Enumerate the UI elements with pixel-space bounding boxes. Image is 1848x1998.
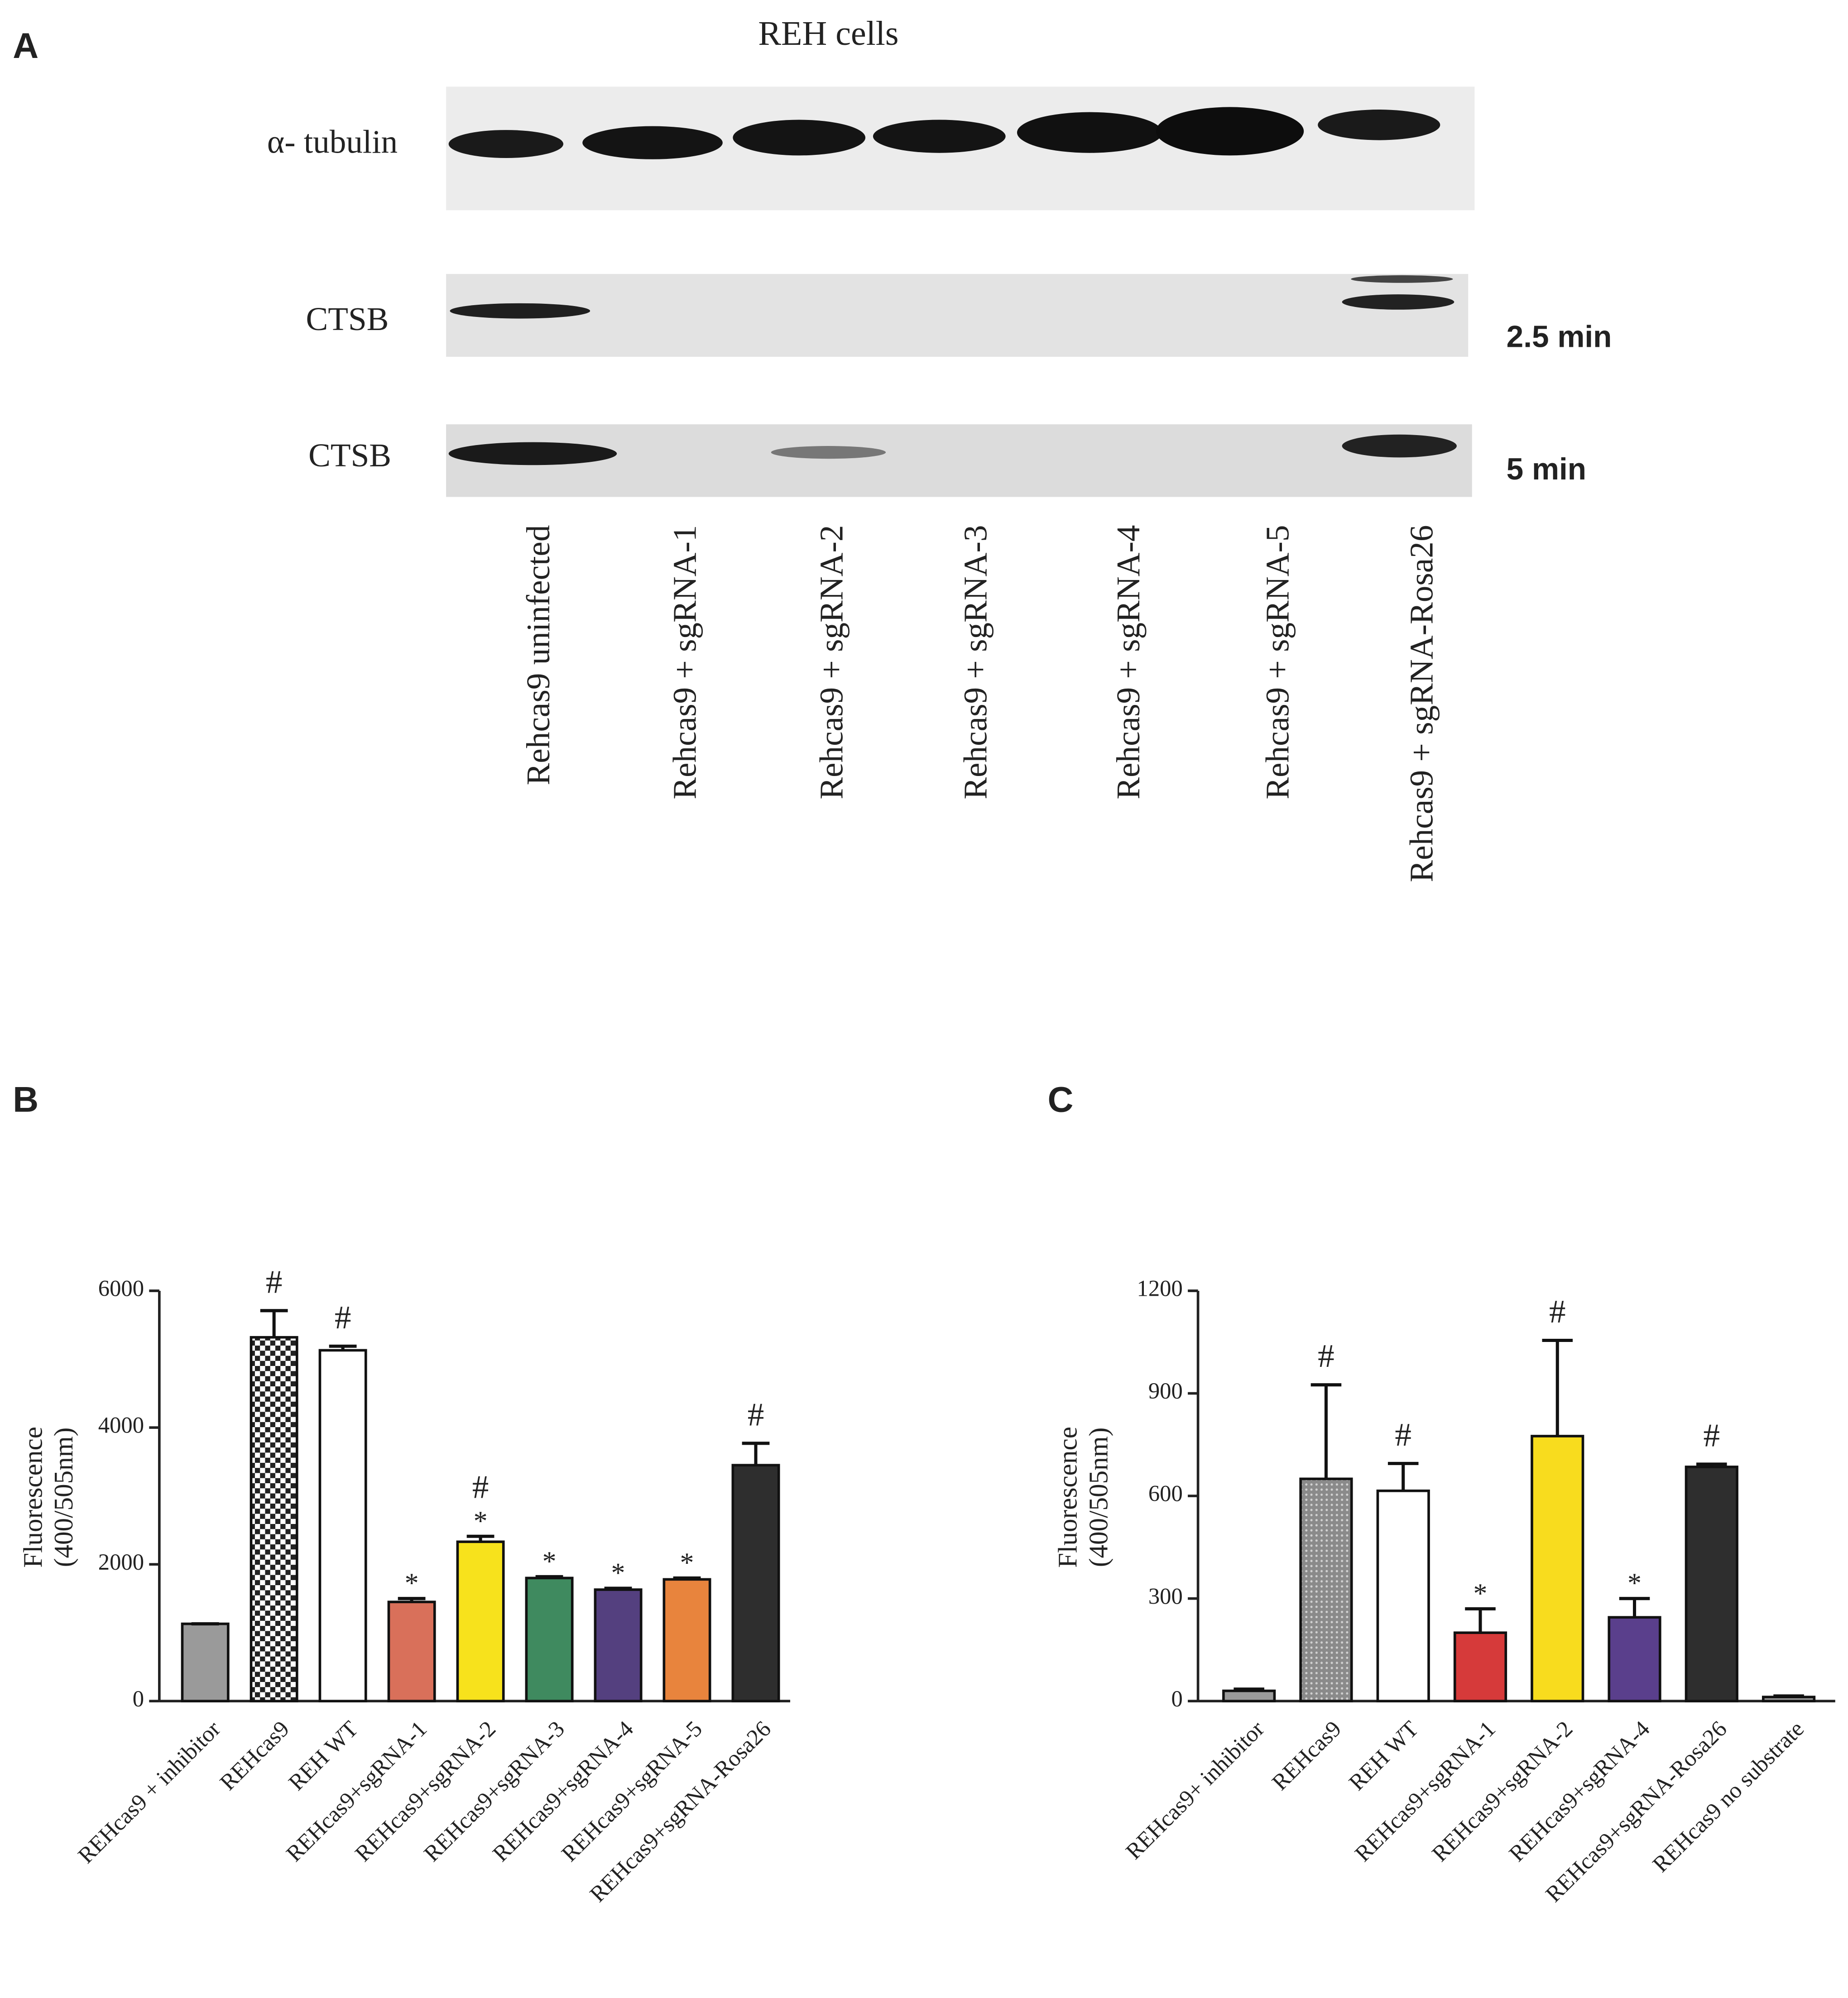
y-tick-label: 0: [1171, 1686, 1182, 1711]
error-bar: [260, 1309, 288, 1337]
bar: [318, 1349, 367, 1703]
lane-label: Rehcas9 + sgRNA-4: [1110, 525, 1147, 800]
error-bar: [1619, 1597, 1650, 1618]
significance-marker: #: [748, 1396, 764, 1433]
x-tick-label: REHcas9+sgRNA-1: [1350, 1716, 1500, 1866]
significance-marker: *: [474, 1505, 488, 1536]
y-tick-label: 900: [1148, 1378, 1183, 1404]
bar: [1762, 1696, 1816, 1703]
panel-label: C: [1047, 1079, 1073, 1119]
x-tick-label: REHcas9 no substrate: [1647, 1716, 1809, 1877]
error-bar: [466, 1534, 494, 1542]
x-tick-label: REHcas9+ inhibitor: [1121, 1716, 1269, 1864]
significance-marker: #: [1549, 1293, 1566, 1330]
bar: [1608, 1616, 1661, 1703]
bar: [594, 1588, 643, 1703]
row-label: CTSB: [306, 301, 389, 337]
error-bar: [1696, 1462, 1727, 1467]
significance-marker: *: [611, 1557, 625, 1588]
error-bar: [1387, 1461, 1419, 1491]
error-bar: [535, 1575, 563, 1578]
error-bar: [398, 1597, 426, 1602]
exposure-label: 5 min: [1507, 452, 1586, 486]
significance-marker: #: [1395, 1416, 1411, 1453]
x-tick-label: REHcas9+sgRNA-4: [1504, 1716, 1654, 1866]
exposure-label: 2.5 min: [1507, 320, 1612, 354]
bar: [387, 1600, 436, 1703]
error-bar: [329, 1344, 357, 1351]
bar: [1376, 1489, 1430, 1703]
x-tick-label: REHcas9: [1267, 1716, 1346, 1795]
row-label: CTSB: [308, 437, 391, 474]
bar: [731, 1464, 780, 1703]
error-bar: [1234, 1687, 1264, 1691]
significance-marker: #: [1318, 1337, 1334, 1374]
error-bar: [742, 1442, 770, 1466]
blot-title: REH cells: [758, 14, 898, 53]
y-tick-label: 600: [1148, 1481, 1183, 1506]
y-axis-label: (400/505nm): [1083, 1428, 1113, 1567]
panel-label: A: [13, 26, 38, 66]
bar: [1453, 1631, 1507, 1703]
lane-label: Rehcas9 + sgRNA-1: [667, 525, 703, 800]
lane-label: Rehcas9 + sgRNA-Rosa26: [1403, 525, 1440, 882]
y-tick-label: 0: [133, 1686, 144, 1711]
lane-label: Rehcas9 + sgRNA-5: [1259, 525, 1296, 800]
significance-marker: *: [542, 1546, 557, 1576]
x-tick-label: REHcas9: [215, 1716, 294, 1795]
error-bar: [1310, 1383, 1342, 1479]
bar: [1685, 1466, 1738, 1703]
significance-marker: #: [266, 1263, 283, 1300]
panel-label: B: [13, 1079, 38, 1119]
y-tick-label: 300: [1148, 1583, 1183, 1609]
y-axis-label: Fluorescence: [1053, 1427, 1083, 1568]
bar: [456, 1540, 505, 1703]
bar: [662, 1578, 711, 1703]
error-bar: [1542, 1338, 1573, 1436]
significance-marker: *: [405, 1568, 419, 1599]
y-tick-label: 2000: [98, 1549, 144, 1575]
significance-marker: #: [1704, 1417, 1720, 1453]
x-tick-label: REHcas9+sgRNA-2: [1427, 1716, 1577, 1866]
x-tick-label: REH WT: [1344, 1716, 1423, 1795]
y-tick-label: 4000: [98, 1413, 144, 1438]
lane-label: Rehcas9 + sgRNA-3: [957, 525, 994, 800]
significance-marker: #: [335, 1299, 351, 1336]
significance-marker: *: [680, 1547, 694, 1578]
lane-label: Rehcas9 + sgRNA-2: [813, 525, 850, 800]
blot: [446, 86, 1475, 211]
error-bar: [1773, 1694, 1804, 1698]
error-bar: [604, 1586, 632, 1590]
y-axis-label: (400/505nm): [48, 1428, 78, 1567]
error-bar: [1465, 1607, 1496, 1633]
blot: [446, 274, 1469, 357]
blot: [446, 424, 1472, 497]
bar: [1531, 1435, 1584, 1703]
row-label: α- tubulin: [267, 124, 398, 160]
bar: [1222, 1689, 1276, 1703]
bar: [525, 1576, 574, 1703]
error-bar: [673, 1576, 701, 1580]
y-tick-label: 1200: [1137, 1276, 1183, 1301]
x-tick-label: REHcas9 + inhibitor: [73, 1716, 225, 1868]
significance-marker: *: [1474, 1578, 1488, 1609]
y-tick-label: 6000: [98, 1276, 144, 1301]
significance-marker: #: [472, 1469, 489, 1505]
lane-label: Rehcas9 uninfected: [520, 525, 557, 786]
bar: [1299, 1477, 1353, 1703]
y-axis-label: Fluorescence: [18, 1427, 48, 1568]
bar: [250, 1336, 298, 1703]
bar: [181, 1622, 230, 1703]
significance-marker: *: [1627, 1568, 1642, 1599]
